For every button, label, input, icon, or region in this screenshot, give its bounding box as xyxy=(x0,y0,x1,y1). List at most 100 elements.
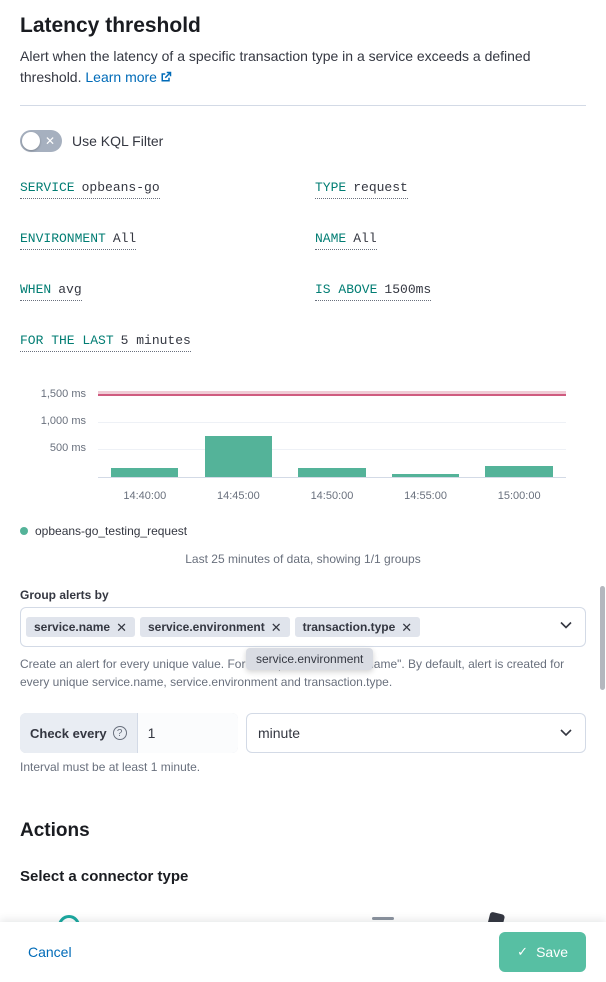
check-every-field: Check every ? xyxy=(20,713,238,753)
page-title: Latency threshold xyxy=(20,14,201,37)
bar-slot xyxy=(98,380,192,477)
interval-unit-value: minute xyxy=(258,725,301,741)
legend-label: opbeans-go_testing_request xyxy=(35,524,188,538)
bar-slot xyxy=(192,380,286,477)
expression-label: FOR THE LAST xyxy=(20,333,114,348)
tag-remove-icon[interactable]: ✕ xyxy=(401,619,413,635)
chart-bar xyxy=(204,436,273,477)
legend-dot xyxy=(20,527,28,535)
chevron-down-icon[interactable] xyxy=(558,617,574,638)
kql-filter-toggle[interactable]: ✕ xyxy=(20,130,62,152)
expression-label: SERVICE xyxy=(20,180,75,195)
expression-value: 5 minutes xyxy=(120,333,191,348)
y-axis-tick-label: 1,500 ms xyxy=(40,388,86,401)
cancel-button[interactable]: Cancel xyxy=(28,944,72,960)
expression-label: IS ABOVE xyxy=(315,282,378,297)
expression-label: NAME xyxy=(315,231,347,246)
tooltip: service.environment xyxy=(246,648,374,670)
expression-for-the-last[interactable]: FOR THE LAST 5 minutes xyxy=(20,331,191,352)
kql-filter-label: Use KQL Filter xyxy=(72,133,164,149)
chart-caption: Last 25 minutes of data, showing 1/1 gro… xyxy=(185,552,421,566)
chevron-down-icon xyxy=(558,724,574,743)
expression-value: avg xyxy=(58,282,82,297)
expression-label: TYPE xyxy=(315,180,347,195)
tag-label: service.environment xyxy=(147,620,265,634)
save-label: Save xyxy=(536,944,568,960)
scrollbar-thumb[interactable] xyxy=(600,586,605,690)
chart-plot xyxy=(98,380,566,478)
tag-label: transaction.type xyxy=(302,620,396,634)
toggle-off-icon: ✕ xyxy=(44,133,55,148)
x-axis-tick-label: 14:55:00 xyxy=(404,490,447,502)
chart-bar xyxy=(298,467,366,477)
x-axis-tick-label: 14:45:00 xyxy=(216,490,260,502)
connector-cards-partial xyxy=(20,903,586,922)
expression-environment[interactable]: ENVIRONMENT All xyxy=(20,229,137,250)
expression-value: opbeans-go xyxy=(81,180,160,195)
expression-value: All xyxy=(353,231,377,246)
kql-filter-row: ✕ Use KQL Filter xyxy=(20,130,586,152)
expression-label: WHEN xyxy=(20,282,52,297)
divider xyxy=(20,105,586,106)
bar-slot xyxy=(285,380,379,477)
group-by-tag: service.name ✕ xyxy=(26,617,135,637)
group-by-tag: service.environment ✕ xyxy=(139,617,290,637)
expression-value: 1500ms xyxy=(384,282,432,297)
connector-icon-partial[interactable] xyxy=(372,917,394,922)
expression-value: request xyxy=(353,180,408,195)
interval-help-text: Interval must be at least 1 minute. xyxy=(20,760,201,774)
check-icon: ✓ xyxy=(517,944,529,959)
tag-label: service.name xyxy=(34,620,111,634)
expression-is-above[interactable]: IS ABOVE 1500ms xyxy=(315,280,432,301)
group-by-combobox[interactable]: service.name ✕ service.environment ✕ trans… xyxy=(20,607,586,647)
gridline xyxy=(98,449,566,451)
save-button[interactable]: ✓ Save xyxy=(499,932,586,972)
chart-bar xyxy=(485,466,553,477)
expression-grid: SERVICE opbeans-go TYPE request ENVIRONMEN… xyxy=(20,178,586,352)
group-by-tag: transaction.type ✕ xyxy=(294,617,421,637)
expression-value: All xyxy=(112,231,137,246)
expression-service[interactable]: SERVICE opbeans-go xyxy=(20,178,160,199)
question-in-circle-icon[interactable]: ? xyxy=(112,726,127,740)
x-axis-tick-label: 14:40:00 xyxy=(123,490,167,502)
interval-value-input[interactable] xyxy=(137,713,238,753)
toggle-thumb xyxy=(22,132,40,150)
group-alerts-by-label: Group alerts by xyxy=(20,588,109,602)
external-link-icon xyxy=(160,68,172,89)
interval-unit-select[interactable]: minute xyxy=(246,713,586,753)
threshold-line xyxy=(98,391,566,397)
expression-name[interactable]: NAME All xyxy=(315,229,377,250)
flyout-footer: Cancel ✓ Save xyxy=(0,922,606,982)
panel-description: Alert when the latency of a specific tra… xyxy=(20,46,568,89)
y-axis-tick-label: 500 ms xyxy=(49,442,86,455)
chart-bar xyxy=(391,473,460,477)
y-axis-tick-label: 1,000 ms xyxy=(40,415,86,428)
x-axis-tick-label: 14:50:00 xyxy=(310,490,354,502)
group-by-help-wrap: Create an alert for every unique value. … xyxy=(20,648,568,691)
latency-preview-chart: 14:40:00 14:45:00 14:50:00 14:55:00 15:00:00… xyxy=(20,376,586,506)
chart-legend[interactable]: opbeans-go_testing_request xyxy=(20,524,586,538)
description-text: Alert when the latency of a specific tra… xyxy=(20,48,531,85)
connector-type-subtitle: Select a connector type xyxy=(20,868,189,885)
bar-slot xyxy=(379,380,473,477)
check-interval-row: Check every ? minute xyxy=(20,713,586,753)
check-every-label: Check every xyxy=(30,725,107,741)
x-axis-tick-label: 15:00:00 xyxy=(497,490,541,502)
connector-icon-partial[interactable] xyxy=(485,911,506,922)
expression-type[interactable]: TYPE request xyxy=(315,178,408,199)
connector-icon-partial[interactable] xyxy=(58,915,80,922)
tag-remove-icon[interactable]: ✕ xyxy=(270,619,282,635)
chart-bar xyxy=(111,467,179,477)
learn-more-label: Learn more xyxy=(85,69,157,85)
expression-when[interactable]: WHEN avg xyxy=(20,280,82,301)
chart-x-axis: 14:40:00 14:45:00 14:50:00 14:55:00 15:00:00 xyxy=(98,490,566,502)
flyout-body: Latency threshold Alert when the latency… xyxy=(20,14,586,922)
gridline xyxy=(98,422,566,424)
tag-remove-icon[interactable]: ✕ xyxy=(116,619,127,635)
expression-label: ENVIRONMENT xyxy=(20,231,106,246)
bar-slot xyxy=(472,380,566,477)
check-every-prepend: Check every ? xyxy=(20,713,138,753)
actions-title: Actions xyxy=(20,820,90,841)
learn-more-link[interactable]: Learn more xyxy=(85,69,172,85)
